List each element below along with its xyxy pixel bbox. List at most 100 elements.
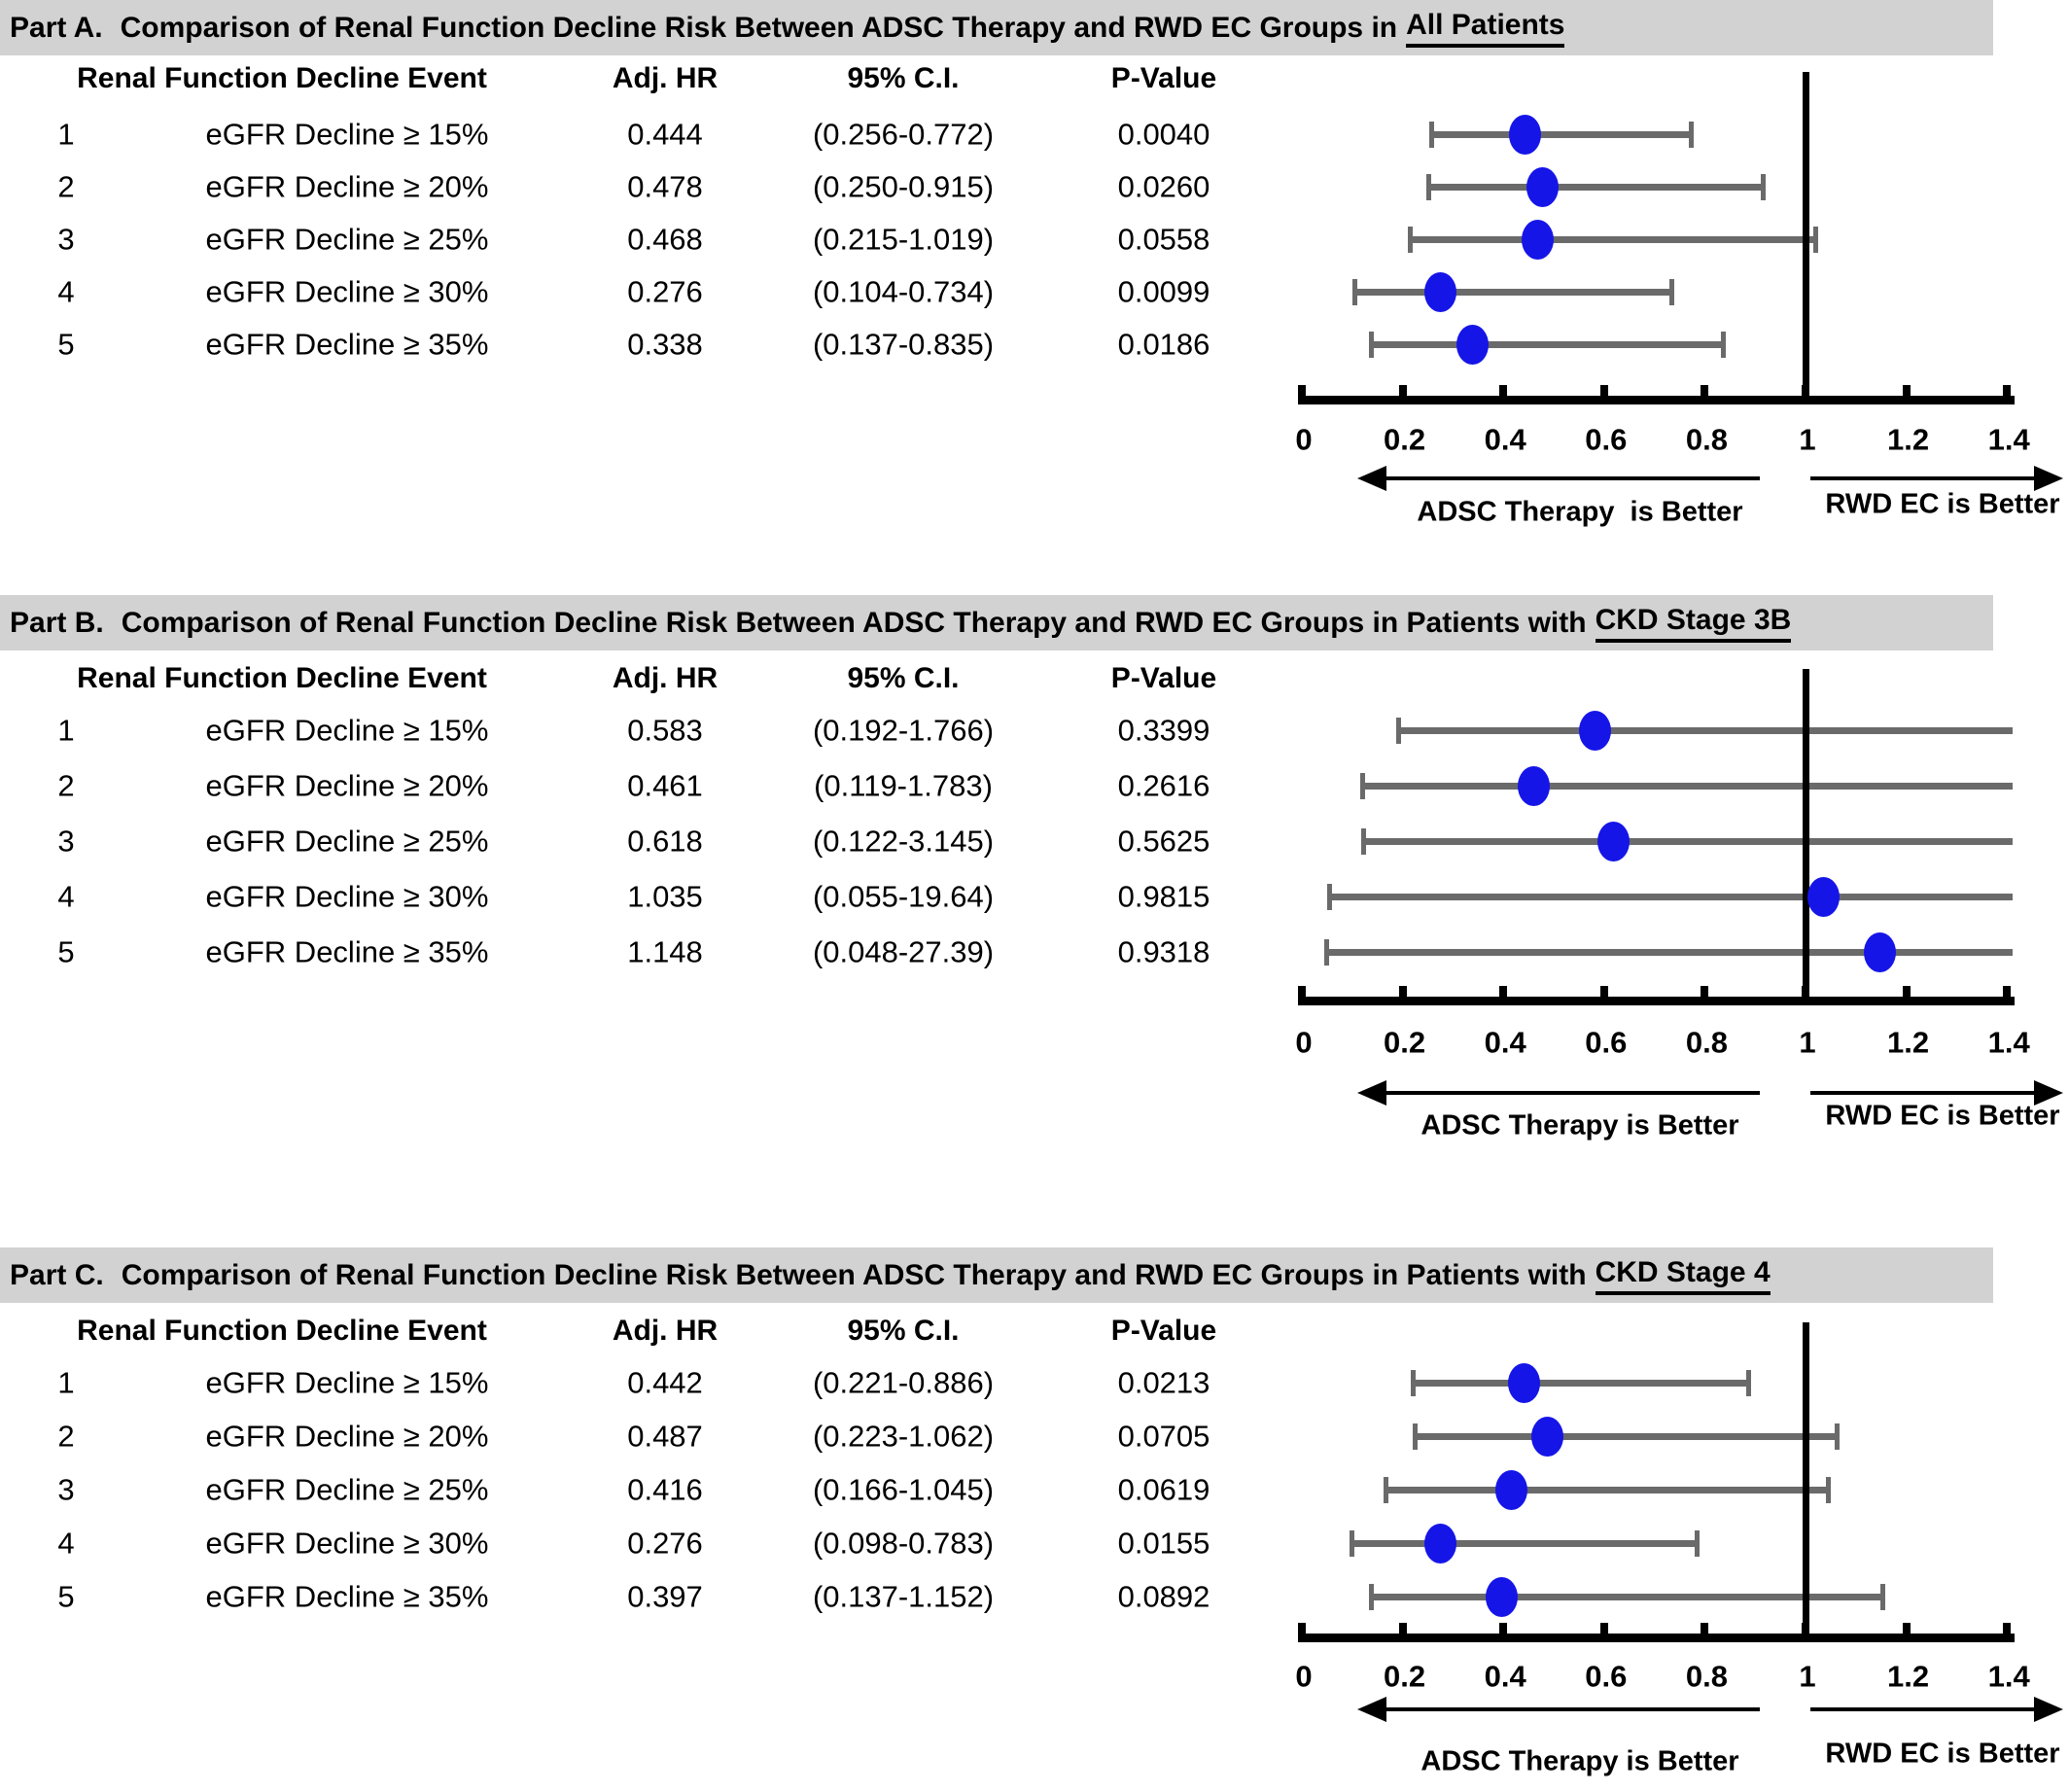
column-header-p: P-Value bbox=[1110, 662, 1217, 694]
ci-cell: (0.137-0.835) bbox=[812, 327, 995, 362]
ci-cell: (0.166-1.045) bbox=[812, 1472, 995, 1507]
error-bar bbox=[1325, 948, 2013, 956]
event-cell: eGFR Decline ≥ 20% bbox=[205, 1419, 489, 1454]
event-cell: eGFR Decline ≥ 25% bbox=[205, 824, 489, 859]
error-bar-cap-right bbox=[1879, 1583, 1885, 1610]
hr-cell: 0.478 bbox=[627, 169, 703, 204]
axis-tick bbox=[1902, 385, 1911, 397]
ci-cell: (0.192-1.766) bbox=[812, 713, 995, 748]
axis-tick-label: 0.2 bbox=[1384, 422, 1426, 457]
axis-tick-label: 1.2 bbox=[1887, 422, 1930, 457]
error-bar-cap-left bbox=[1383, 1476, 1388, 1503]
p-cell: 0.0040 bbox=[1117, 117, 1210, 152]
row-number: 2 bbox=[57, 768, 75, 803]
event-cell: eGFR Decline ≥ 35% bbox=[205, 327, 489, 362]
hr-cell: 0.461 bbox=[627, 768, 703, 803]
ci-cell: (0.223-1.062) bbox=[812, 1419, 995, 1454]
error-bar bbox=[1370, 340, 1723, 348]
p-cell: 0.9815 bbox=[1117, 879, 1210, 914]
reference-line bbox=[1803, 669, 1809, 1005]
hr-cell: 0.487 bbox=[627, 1419, 703, 1454]
axis-tick-label: 0.2 bbox=[1384, 1659, 1426, 1694]
column-header-p: P-Value bbox=[1110, 1315, 1217, 1347]
p-cell: 0.3399 bbox=[1117, 713, 1210, 748]
ci-cell: (0.221-0.886) bbox=[812, 1365, 995, 1400]
hr-cell: 0.442 bbox=[627, 1365, 703, 1400]
hr-marker bbox=[1424, 1523, 1457, 1564]
ci-cell: (0.256-0.772) bbox=[812, 117, 995, 152]
right-arrow-head bbox=[2034, 466, 2063, 491]
ci-cell: (0.048-27.39) bbox=[812, 934, 995, 969]
row-number: 3 bbox=[57, 824, 75, 859]
axis-tick bbox=[2003, 1623, 2012, 1634]
error-bar-cap-left bbox=[1351, 278, 1357, 305]
row-number: 1 bbox=[57, 117, 75, 152]
axis-tick bbox=[1701, 986, 1709, 998]
x-axis bbox=[1298, 997, 2015, 1005]
error-bar-cap-left bbox=[1349, 1529, 1354, 1557]
part-label: Part C. bbox=[10, 1258, 104, 1291]
column-header-p: P-Value bbox=[1110, 62, 1217, 94]
axis-tick-label: 1 bbox=[1799, 1659, 1816, 1694]
right-arrow-head bbox=[2034, 1080, 2063, 1106]
event-cell: eGFR Decline ≥ 25% bbox=[205, 222, 489, 257]
error-bar bbox=[1427, 183, 1763, 191]
error-bar bbox=[1370, 1593, 1882, 1600]
left-arrow-line bbox=[1385, 476, 1760, 480]
hr-marker bbox=[1596, 821, 1630, 861]
part-title-highlight: CKD Stage 3B bbox=[1595, 604, 1792, 643]
left-arrow-head bbox=[1357, 466, 1386, 491]
p-cell: 0.0186 bbox=[1117, 327, 1210, 362]
error-bar-cap-left bbox=[1327, 883, 1333, 910]
column-header-event: Renal Function Decline Event bbox=[77, 1315, 487, 1347]
error-bar bbox=[1430, 130, 1691, 138]
error-bar-cap-right bbox=[1760, 173, 1766, 200]
x-axis bbox=[1298, 1634, 2015, 1642]
axis-tick-label: 0.8 bbox=[1685, 1659, 1728, 1694]
p-cell: 0.0705 bbox=[1117, 1419, 1210, 1454]
row-number: 5 bbox=[57, 934, 75, 969]
axis-tick bbox=[1398, 986, 1407, 998]
row-number: 2 bbox=[57, 1419, 75, 1454]
event-cell: eGFR Decline ≥ 20% bbox=[205, 169, 489, 204]
hr-marker bbox=[1494, 1469, 1527, 1510]
hr-cell: 0.618 bbox=[627, 824, 703, 859]
axis-tick-label: 0 bbox=[1295, 1025, 1313, 1060]
error-bar bbox=[1410, 235, 1815, 243]
event-cell: eGFR Decline ≥ 25% bbox=[205, 1472, 489, 1507]
left-arrow-label: ADSC Therapy is Better bbox=[1420, 1745, 1739, 1777]
hr-cell: 0.468 bbox=[627, 222, 703, 257]
hr-cell: 0.276 bbox=[627, 274, 703, 309]
axis-tick-label: 0.8 bbox=[1685, 1025, 1728, 1060]
hr-marker bbox=[1509, 114, 1542, 155]
axis-tick-label: 1.4 bbox=[1987, 422, 2030, 457]
hr-cell: 0.397 bbox=[627, 1579, 703, 1614]
axis-tick bbox=[1802, 385, 1809, 397]
axis-tick bbox=[1499, 385, 1508, 397]
part-title-text: Comparison of Renal Function Decline Ris… bbox=[121, 1258, 1587, 1291]
axis-tick bbox=[2003, 986, 2012, 998]
left-arrow-line bbox=[1385, 1091, 1760, 1095]
axis-tick-label: 0.8 bbox=[1685, 422, 1728, 457]
left-arrow-label: ADSC Therapy is Better bbox=[1420, 1109, 1739, 1142]
row-number: 3 bbox=[57, 1472, 75, 1507]
ci-cell: (0.119-1.783) bbox=[814, 768, 993, 803]
error-bar bbox=[1361, 782, 2013, 790]
error-bar-cap-right bbox=[1812, 226, 1818, 253]
hr-cell: 0.416 bbox=[627, 1472, 703, 1507]
row-number: 5 bbox=[57, 1579, 75, 1614]
p-cell: 0.0892 bbox=[1117, 1579, 1210, 1614]
part-label: Part B. bbox=[10, 606, 104, 639]
hr-marker bbox=[1530, 1416, 1563, 1457]
row-number: 2 bbox=[57, 169, 75, 204]
axis-tick-label: 1.4 bbox=[1987, 1025, 2030, 1060]
axis-tick bbox=[1398, 385, 1407, 397]
axis-tick bbox=[1298, 385, 1306, 397]
part-title-text: Comparison of Renal Function Decline Ris… bbox=[120, 11, 1398, 44]
axis-tick-label: 1.2 bbox=[1887, 1025, 1930, 1060]
axis-tick-label: 1 bbox=[1799, 422, 1816, 457]
error-bar-cap-left bbox=[1368, 331, 1374, 358]
row-number: 4 bbox=[57, 879, 75, 914]
error-bar-cap-left bbox=[1361, 827, 1367, 855]
hr-marker bbox=[1455, 324, 1489, 365]
